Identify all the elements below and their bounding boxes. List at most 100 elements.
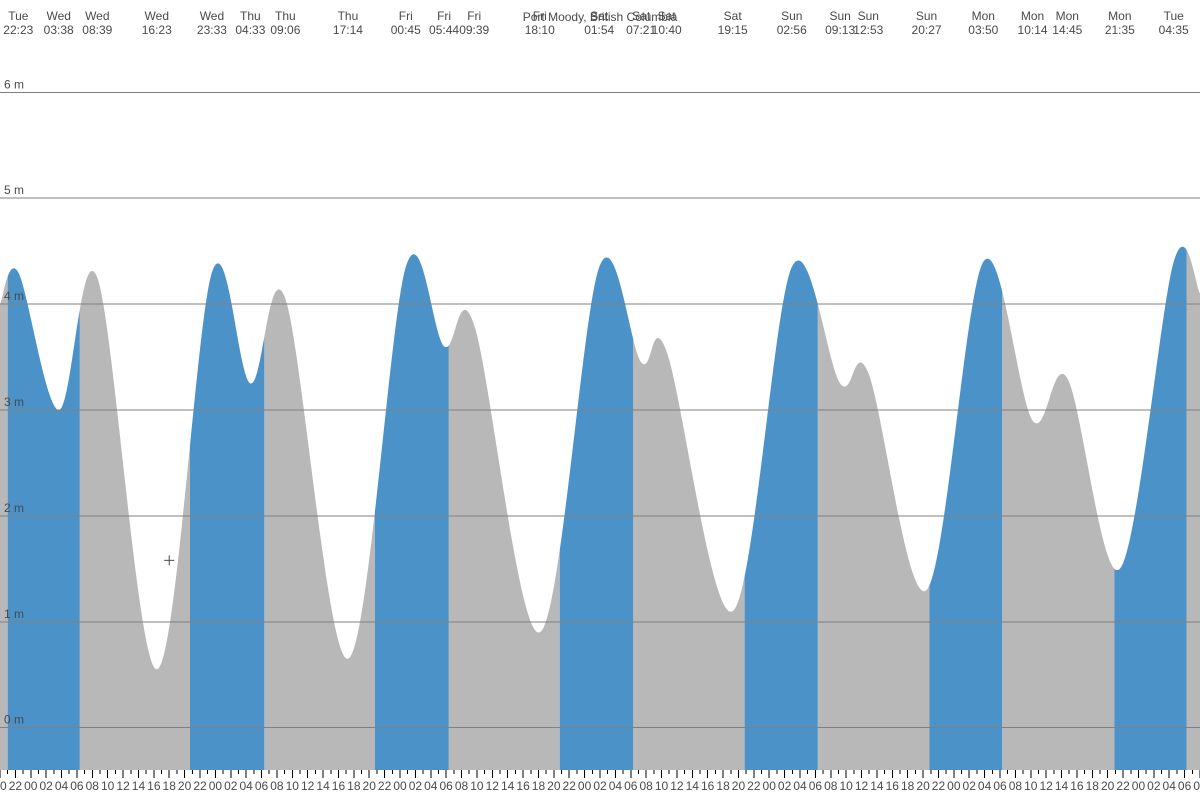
night-band [1187, 250, 1200, 770]
x-axis-label: 04 [239, 779, 253, 793]
event-day-label: Mon [1108, 9, 1131, 23]
x-axis-label: 02 [409, 779, 423, 793]
x-axis-label: 04 [1163, 779, 1177, 793]
x-axis-label: 02 [778, 779, 792, 793]
x-axis-label: 12 [116, 779, 130, 793]
x-axis-label: 00 [393, 779, 407, 793]
y-axis-label: 4 m [4, 289, 24, 303]
event-time-label: 02:56 [777, 23, 807, 37]
x-axis-label: 06 [993, 779, 1007, 793]
day-band [929, 259, 1002, 770]
x-axis-label: 02 [963, 779, 977, 793]
x-axis-label: 14 [686, 779, 700, 793]
event-time-label: 21:35 [1105, 23, 1135, 37]
x-axis-label: 16 [332, 779, 346, 793]
event-day-label: Fri [467, 9, 481, 23]
x-axis-label: 10 [286, 779, 300, 793]
x-axis-label: 08 [86, 779, 100, 793]
x-axis-label: 12 [486, 779, 500, 793]
day-band [745, 261, 818, 770]
x-axis-label: 08 [824, 779, 838, 793]
event-time-label: 09:39 [459, 23, 489, 37]
event-day-label: Sat [724, 9, 743, 23]
day-band [375, 254, 449, 770]
x-axis-label: 04 [55, 779, 69, 793]
night-band [264, 289, 374, 770]
day-band [1114, 247, 1186, 770]
day-band [8, 268, 80, 770]
event-day-label: Sat [590, 9, 609, 23]
x-axis-label: 02 [593, 779, 607, 793]
event-time-label: 01:54 [584, 23, 614, 37]
event-time-label: 10:40 [652, 23, 682, 37]
x-axis-label: 12 [855, 779, 869, 793]
event-day-label: Wed [145, 9, 169, 23]
x-axis-label: 00 [578, 779, 592, 793]
x-axis-label: 18 [716, 779, 730, 793]
y-axis-label: 2 m [4, 501, 24, 515]
night-band [1002, 292, 1114, 770]
x-axis-label: 22 [747, 779, 761, 793]
event-time-label: 08:39 [82, 23, 112, 37]
y-axis-label: 3 m [4, 395, 24, 409]
x-axis-label: 06 [809, 779, 823, 793]
night-band [633, 338, 744, 770]
event-time-label: 18:10 [525, 23, 555, 37]
y-axis-label: 6 m [4, 77, 24, 91]
x-axis-label: 00 [209, 779, 223, 793]
x-axis-label: 14 [316, 779, 330, 793]
x-axis-label: 16 [147, 779, 161, 793]
x-axis-label: 08 [1193, 779, 1200, 793]
event-day-label: Sun [858, 9, 879, 23]
event-time-label: 23:33 [197, 23, 227, 37]
event-time-label: 20:27 [912, 23, 942, 37]
event-time-label: 03:50 [968, 23, 998, 37]
event-day-label: Mon [1056, 9, 1079, 23]
x-axis-label: 06 [70, 779, 84, 793]
x-axis-label: 10 [1024, 779, 1038, 793]
x-axis-label: 16 [1070, 779, 1084, 793]
event-day-label: Wed [200, 9, 224, 23]
event-day-label: Fri [399, 9, 413, 23]
x-axis-label: 06 [255, 779, 269, 793]
x-axis-label: 14 [501, 779, 515, 793]
x-axis-label: 06 [624, 779, 638, 793]
event-time-label: 09:13 [825, 23, 855, 37]
x-axis-label: 18 [347, 779, 361, 793]
event-day-label: Wed [46, 9, 70, 23]
x-axis-label: 20 [1101, 779, 1115, 793]
x-axis-label: 20 [547, 779, 561, 793]
x-axis-label: 20 [363, 779, 377, 793]
y-axis-label: 1 m [4, 607, 24, 621]
y-axis-label: 5 m [4, 183, 24, 197]
event-day-label: Mon [972, 9, 995, 23]
x-axis-label: 14 [1055, 779, 1069, 793]
tide-chart: 0 m1 m2 m3 m4 m5 m6 m2022000204060810121… [0, 0, 1200, 800]
night-band [818, 304, 930, 770]
event-time-label: 10:14 [1018, 23, 1048, 37]
x-axis-label: 20 [732, 779, 746, 793]
event-day-label: Thu [338, 9, 359, 23]
event-day-label: Thu [240, 9, 261, 23]
event-day-label: Sun [781, 9, 802, 23]
event-day-label: Sat [658, 9, 677, 23]
event-time-label: 03:38 [44, 23, 74, 37]
x-axis-label: 04 [793, 779, 807, 793]
x-axis-label: 18 [901, 779, 915, 793]
day-band [560, 257, 634, 770]
x-axis-label: 22 [193, 779, 207, 793]
event-time-label: 05:44 [429, 23, 459, 37]
event-time-label: 16:23 [142, 23, 172, 37]
event-day-label: Fri [533, 9, 547, 23]
x-axis-label: 16 [886, 779, 900, 793]
x-axis-label: 16 [516, 779, 530, 793]
x-axis-label: 08 [455, 779, 469, 793]
x-axis-label: 10 [655, 779, 669, 793]
event-time-label: 04:35 [1159, 23, 1189, 37]
y-axis-label: 0 m [4, 713, 24, 727]
x-axis-label: 20 [916, 779, 930, 793]
event-day-label: Thu [275, 9, 296, 23]
event-day-label: Sat [632, 9, 651, 23]
x-axis-label: 04 [609, 779, 623, 793]
event-day-label: Mon [1021, 9, 1044, 23]
